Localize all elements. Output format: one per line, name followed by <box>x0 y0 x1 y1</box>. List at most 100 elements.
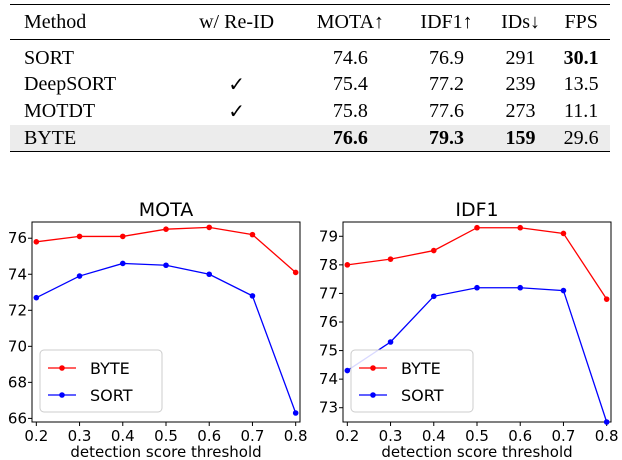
table-cell: 273 <box>505 100 536 122</box>
data-point <box>206 224 213 231</box>
table-cell: DeepSORT <box>24 73 117 95</box>
table-row: SORT 74.6 76.9 291 30.1 <box>10 40 610 72</box>
legend-box <box>39 349 163 413</box>
legend-label: BYTE <box>90 359 130 378</box>
table-cell: 11.1 <box>564 100 599 122</box>
data-point <box>119 233 126 240</box>
legend-swatch-marker <box>370 392 376 398</box>
x-axis-label: detection score threshold <box>70 443 261 460</box>
y-tick-label: 76 <box>319 313 338 331</box>
x-tick-label: 0.6 <box>197 427 221 445</box>
table-cell: 239 <box>505 73 536 95</box>
table-cell: ✓ <box>228 101 245 123</box>
x-tick-label: 0.8 <box>284 427 308 445</box>
chart-title: MOTA <box>139 199 193 221</box>
table-cell: 159 <box>488 125 553 152</box>
data-point <box>344 367 351 374</box>
y-tick-label: 76 <box>8 229 27 247</box>
data-point <box>249 231 256 238</box>
data-point <box>603 296 610 302</box>
column-header: w/ Re-ID <box>176 4 297 40</box>
x-tick-label: 0.2 <box>24 427 48 445</box>
table-cell: 79.3 <box>404 125 489 152</box>
y-tick-label: 77 <box>319 284 338 302</box>
table-cell: ✓ <box>228 74 245 96</box>
data-point <box>163 262 169 269</box>
table-cell <box>177 40 297 72</box>
column-header: Method <box>10 4 177 40</box>
y-tick-label: 74 <box>8 265 27 283</box>
table-cell: SORT <box>24 46 74 69</box>
x-tick-label: 0.4 <box>111 427 135 445</box>
results-table: Method w/ Re-ID MOTA↑ IDF1↑ IDs↓ FPS SOR… <box>10 4 610 152</box>
x-tick-label: 0.8 <box>595 427 619 445</box>
x-tick-label: 0.5 <box>465 427 489 445</box>
y-tick-label: 72 <box>8 301 27 319</box>
data-point <box>249 293 256 299</box>
data-point <box>430 293 437 300</box>
table-cell: 13.5 <box>563 73 599 95</box>
y-tick-label: 79 <box>319 227 338 245</box>
legend-label: SORT <box>401 386 444 405</box>
x-tick-label: 0.3 <box>379 427 403 445</box>
y-tick-label: 74 <box>319 370 338 388</box>
table-row: MOTDT ✓ 75.8 77.6 273 11.1 <box>10 98 610 125</box>
table-cell: 76.6 <box>296 125 405 152</box>
data-point <box>76 233 83 240</box>
y-tick-label: 75 <box>319 342 338 360</box>
data-point <box>430 247 437 254</box>
table-cell: BYTE <box>10 125 177 152</box>
x-tick-label: 0.5 <box>154 427 178 445</box>
table-row: BYTE 76.6 79.3 159 29.6 <box>10 125 610 152</box>
table-cell: 30.1 <box>563 46 599 69</box>
table-cell <box>176 125 297 152</box>
idf1-chart: IDF1 73 74 75 76 77 78 79 0.2 0.3 0.4 0.5 0.6 0.7 0.8 d… <box>319 199 619 460</box>
data-point <box>33 239 40 245</box>
x-axis-label: detection score threshold <box>381 443 572 460</box>
table-cell: 29.6 <box>552 125 610 152</box>
x-tick-label: 0.2 <box>335 427 359 445</box>
table-cell: 75.4 <box>332 73 368 95</box>
data-point <box>387 339 394 345</box>
data-point <box>292 410 299 416</box>
table-header-row: Method w/ Re-ID MOTA↑ IDF1↑ IDs↓ FPS <box>10 4 610 40</box>
legend-swatch-marker <box>59 365 65 371</box>
data-point <box>474 284 480 291</box>
legend-label: SORT <box>90 386 133 405</box>
y-tick-label: 78 <box>319 256 338 274</box>
table-cell: 74.6 <box>332 46 368 69</box>
chart-title: IDF1 <box>455 199 498 221</box>
data-point <box>560 287 567 294</box>
column-header: IDF1↑ <box>404 4 489 40</box>
y-tick-label: 66 <box>8 409 27 427</box>
legend-swatch-marker <box>370 365 376 371</box>
x-tick-label: 0.7 <box>241 427 265 445</box>
table-cell: 77.2 <box>429 73 465 95</box>
data-point <box>119 260 126 267</box>
x-tick-label: 0.3 <box>68 427 92 445</box>
column-header: FPS <box>552 4 610 40</box>
table-cell: 75.8 <box>332 100 368 122</box>
y-tick-label: 73 <box>319 399 338 417</box>
data-point <box>344 262 351 268</box>
table-cell: 77.6 <box>429 100 465 122</box>
legend-label: BYTE <box>401 359 441 378</box>
y-tick-label: 68 <box>8 373 27 391</box>
x-tick-label: 0.4 <box>422 427 446 445</box>
data-point <box>387 256 394 262</box>
data-point <box>206 271 213 278</box>
data-point <box>603 419 610 425</box>
column-header: MOTA↑ <box>296 4 405 40</box>
data-point <box>517 284 524 291</box>
column-header: IDs↓ <box>488 4 553 40</box>
legend-box <box>350 349 474 413</box>
y-tick-label: 70 <box>8 337 27 355</box>
x-tick-label: 0.6 <box>508 427 532 445</box>
data-point <box>560 230 567 237</box>
data-point <box>76 273 83 279</box>
mota-chart: MOTA 66 68 70 72 74 76 0.2 0.3 0.4 0.5 0.6 0.7 0.8 det… <box>8 199 308 460</box>
data-point <box>163 226 169 233</box>
legend-swatch-marker <box>59 392 65 398</box>
data-point <box>474 224 480 231</box>
table-cell: 291 <box>505 46 536 69</box>
